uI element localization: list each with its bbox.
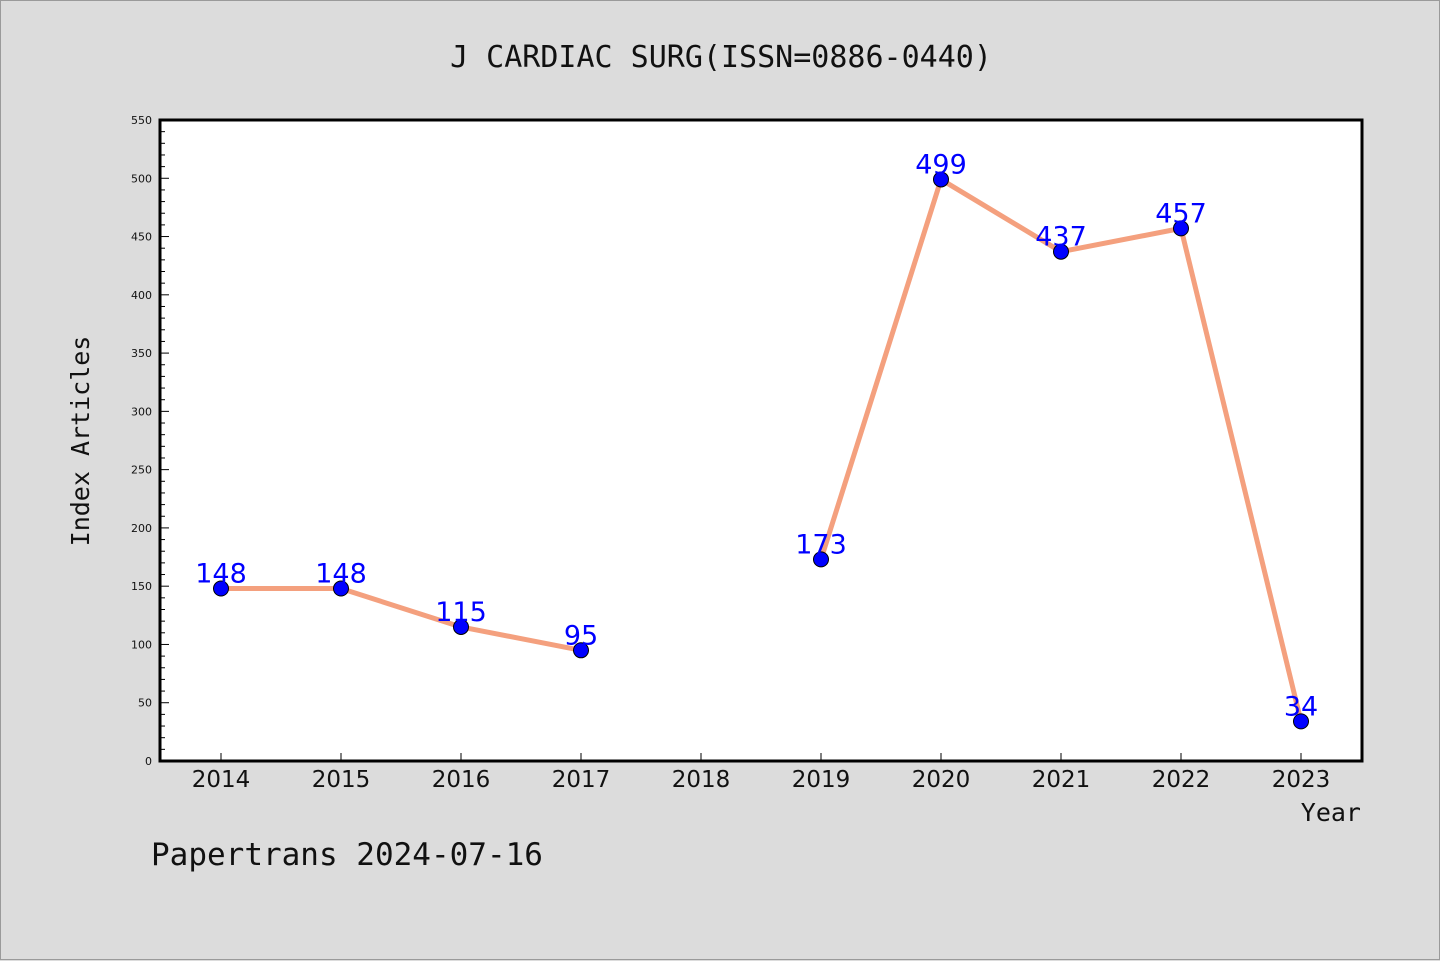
- y-tick-label: 550: [131, 114, 152, 127]
- data-point-marker: [213, 580, 229, 597]
- x-tick-label: 2020: [912, 767, 971, 793]
- data-point-marker: [1173, 220, 1189, 237]
- footer-credit: Papertrans 2024-07-16: [151, 837, 543, 873]
- y-axis: 0 50 100 150 200 250 300 350 400 450 500 550: [131, 114, 169, 768]
- series-segment: [338, 586, 464, 630]
- x-tick-label: 2022: [1152, 767, 1211, 793]
- data-point-marker: [933, 171, 949, 188]
- data-point-marker: [1293, 713, 1309, 730]
- x-tick-label: 2016: [432, 767, 491, 793]
- data-label: 115: [435, 597, 487, 628]
- x-axis-label: Year: [1301, 798, 1361, 827]
- data-label: 148: [315, 559, 367, 590]
- y-tick-label: 100: [131, 638, 152, 651]
- data-labels: 148 148 115 95 173 499 437 457 34: [195, 149, 1318, 722]
- data-point-marker: [1053, 243, 1069, 260]
- y-tick-label: 500: [131, 172, 152, 185]
- x-tick-label: 2023: [1272, 767, 1331, 793]
- y-tick-label: 450: [131, 231, 152, 244]
- series-segment: [1178, 225, 1304, 724]
- data-label: 457: [1155, 198, 1207, 229]
- y-tick-label: 50: [138, 697, 152, 710]
- y-tick-label: 400: [131, 289, 152, 302]
- y-tick-label: 250: [131, 464, 152, 477]
- data-markers: [213, 171, 1309, 730]
- data-label: 34: [1284, 691, 1318, 722]
- x-axis: 2014 2015 2016 2017 2018 2019 2020 2021 2022 2023: [192, 753, 1331, 793]
- data-point-marker: [813, 551, 829, 568]
- data-point-marker: [573, 642, 589, 659]
- series-segment: [1058, 225, 1184, 255]
- series-segment: [818, 176, 944, 562]
- x-tick-label: 2017: [552, 767, 611, 793]
- x-tick-label: 2018: [672, 767, 731, 793]
- data-label: 499: [915, 149, 967, 180]
- x-tick-label: 2021: [1032, 767, 1091, 793]
- data-point-marker: [453, 618, 469, 635]
- data-label: 95: [564, 620, 598, 651]
- y-axis-label: Index Articles: [66, 336, 95, 547]
- y-tick-label: 200: [131, 522, 152, 535]
- series-segment: [938, 176, 1064, 255]
- x-tick-label: 2014: [192, 767, 251, 793]
- x-tick-label: 2015: [312, 767, 371, 793]
- series-line: [218, 176, 1304, 724]
- y-tick-label: 0: [145, 755, 152, 768]
- x-tick-label: 2019: [792, 767, 851, 793]
- y-tick-label: 300: [131, 405, 152, 418]
- series-segment: [458, 624, 584, 653]
- plot-area: [158, 118, 1364, 763]
- data-point-marker: [333, 580, 349, 597]
- chart-title: J CARDIAC SURG(ISSN=0886-0440): [450, 40, 992, 75]
- y-tick-label: 150: [131, 580, 152, 593]
- y-tick-label: 350: [131, 347, 152, 360]
- data-label: 148: [195, 559, 247, 590]
- data-label: 437: [1035, 222, 1087, 253]
- data-label: 173: [795, 529, 847, 560]
